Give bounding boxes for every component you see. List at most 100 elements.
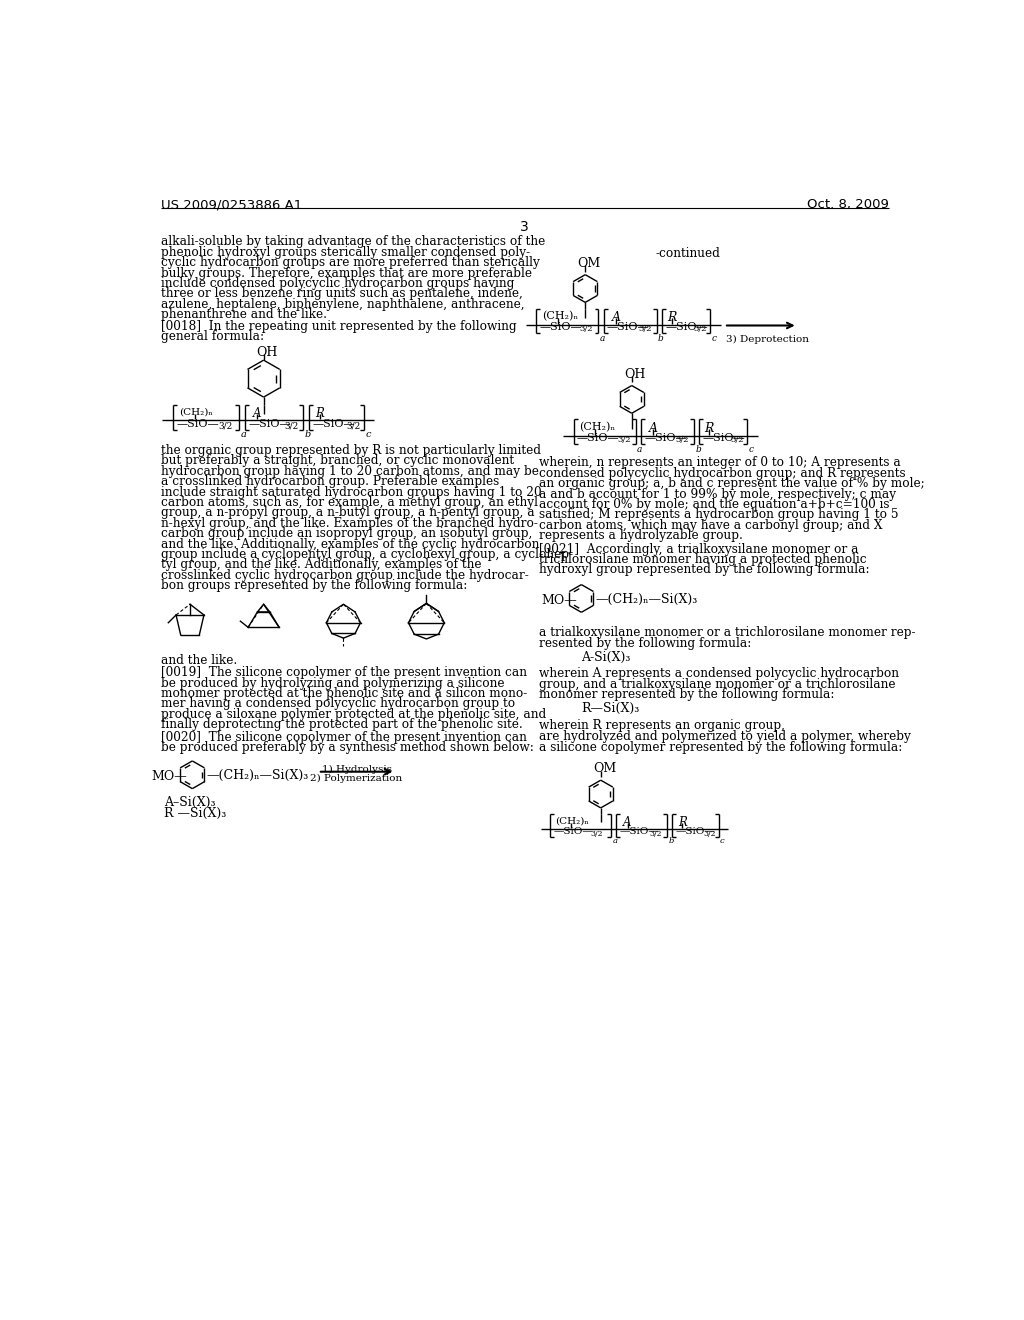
Text: finally deprotecting the protected part of the phenolic site.: finally deprotecting the protected part … [161, 718, 522, 731]
Text: phenolic hydroxyl groups sterically smaller condensed poly-: phenolic hydroxyl groups sterically smal… [161, 246, 529, 259]
Text: monomer represented by the following formula:: monomer represented by the following for… [539, 688, 835, 701]
Text: carbon atoms, such as, for example, a methyl group, an ethyl: carbon atoms, such as, for example, a me… [161, 496, 538, 510]
Text: include straight saturated hydrocarbon groups having 1 to 20: include straight saturated hydrocarbon g… [161, 486, 541, 499]
Text: a: a [612, 837, 617, 845]
Text: R —Si(X)₃: R —Si(X)₃ [165, 807, 226, 820]
Text: represents a hydrolyzable group.: represents a hydrolyzable group. [539, 529, 742, 543]
Text: OM: OM [578, 257, 601, 271]
Text: bon groups represented by the following formula:: bon groups represented by the following … [161, 579, 467, 593]
Text: satisfied; M represents a hydrocarbon group having 1 to 5: satisfied; M represents a hydrocarbon gr… [539, 508, 898, 521]
Text: —SiO—: —SiO— [577, 433, 620, 444]
Text: the organic group represented by R is not particularly limited: the organic group represented by R is no… [161, 444, 541, 457]
Text: —(CH₂)ₙ—Si(X)₃: —(CH₂)ₙ—Si(X)₃ [595, 593, 697, 606]
Text: hydrocarbon group having 1 to 20 carbon atoms, and may be: hydrocarbon group having 1 to 20 carbon … [161, 465, 539, 478]
Text: —SiO—: —SiO— [248, 418, 291, 429]
Text: be produced preferably by a synthesis method shown below:: be produced preferably by a synthesis me… [161, 742, 534, 754]
Text: A-Si(X)₃: A-Si(X)₃ [582, 651, 631, 664]
Text: a silicone copolymer represented by the following formula:: a silicone copolymer represented by the … [539, 741, 902, 754]
Text: 3/2: 3/2 [219, 422, 232, 430]
Text: c: c [720, 837, 725, 845]
Text: be produced by hydrolyzing and polymerizing a silicone: be produced by hydrolyzing and polymeriz… [161, 677, 504, 689]
Text: —SiO—: —SiO— [675, 828, 715, 836]
Text: but preferably a straight, branched, or cyclic monovalent: but preferably a straight, branched, or … [161, 454, 514, 467]
Text: cyclic hydrocarbon groups are more preferred than sterically: cyclic hydrocarbon groups are more prefe… [161, 256, 540, 269]
Text: wherein, n represents an integer of 0 to 10; A represents a: wherein, n represents an integer of 0 to… [539, 457, 900, 470]
Text: R: R [668, 312, 677, 323]
Text: group, a n-propyl group, a n-butyl group, a n-pentyl group, a: group, a n-propyl group, a n-butyl group… [161, 507, 535, 520]
Text: —SiO—: —SiO— [554, 828, 593, 836]
Text: Oct. 8, 2009: Oct. 8, 2009 [807, 198, 889, 211]
Text: wherein R represents an organic group,: wherein R represents an organic group, [539, 719, 784, 733]
Text: trichlorosilane monomer having a protected phenolic: trichlorosilane monomer having a protect… [539, 553, 866, 566]
Text: 3/2: 3/2 [649, 830, 663, 838]
Text: 3/2: 3/2 [617, 437, 631, 445]
Text: include condensed polycyclic hydrocarbon groups having: include condensed polycyclic hydrocarbon… [161, 277, 514, 290]
Text: 3/2: 3/2 [346, 422, 360, 430]
Text: R: R [315, 407, 325, 420]
Text: b: b [305, 430, 311, 440]
Text: 3/2: 3/2 [285, 422, 299, 430]
Text: -continued: -continued [655, 247, 720, 260]
Text: 3/2: 3/2 [675, 437, 689, 445]
Text: monomer protected at the phenolic site and a silicon mono-: monomer protected at the phenolic site a… [161, 686, 526, 700]
Text: [0021]  Accordingly, a trialkoxysilane monomer or a: [0021] Accordingly, a trialkoxysilane mo… [539, 543, 858, 556]
Text: [0018]  In the repeating unit represented by the following: [0018] In the repeating unit represented… [161, 321, 516, 333]
Text: account for 0% by mole; and the equation a+b+c=100 is: account for 0% by mole; and the equation… [539, 498, 889, 511]
Text: mer having a condensed polycyclic hydrocarbon group to: mer having a condensed polycyclic hydroc… [161, 697, 515, 710]
Text: b: b [658, 334, 664, 343]
Text: 3/2: 3/2 [730, 437, 743, 445]
Text: a: a [600, 334, 605, 343]
Text: condensed polycyclic hydrocarbon group; and R represents: condensed polycyclic hydrocarbon group; … [539, 467, 905, 479]
Text: general formula:: general formula: [161, 330, 263, 343]
Text: c: c [749, 445, 754, 454]
Text: alkali-soluble by taking advantage of the characteristics of the: alkali-soluble by taking advantage of th… [161, 235, 545, 248]
Text: an organic group; a, b and c represent the value of % by mole;: an organic group; a, b and c represent t… [539, 478, 925, 490]
Text: 3/2: 3/2 [580, 326, 593, 334]
Text: phenanthrene and the like.: phenanthrene and the like. [161, 308, 327, 321]
Text: 2) Polymerization: 2) Polymerization [310, 774, 402, 783]
Text: crosslinked cyclic hydrocarbon group include the hydrocar-: crosslinked cyclic hydrocarbon group inc… [161, 569, 528, 582]
Text: wherein A represents a condensed polycyclic hydrocarbon: wherein A represents a condensed polycyc… [539, 668, 899, 680]
Text: c: c [366, 430, 371, 440]
Text: OH: OH [624, 368, 645, 381]
Text: are hydrolyzed and polymerized to yield a polymer, whereby: are hydrolyzed and polymerized to yield … [539, 730, 910, 743]
Text: —SiO—: —SiO— [702, 433, 744, 444]
Text: A: A [253, 407, 261, 420]
Text: A–Si(X)₃: A–Si(X)₃ [165, 796, 216, 809]
Text: MO—: MO— [152, 770, 187, 783]
Text: carbon group include an isopropyl group, an isobutyl group,: carbon group include an isopropyl group,… [161, 527, 531, 540]
Text: 3/2: 3/2 [591, 830, 603, 838]
Text: R: R [678, 816, 687, 829]
Text: —SiO—: —SiO— [312, 418, 355, 429]
Text: c: c [712, 334, 717, 343]
Text: R: R [705, 422, 714, 434]
Text: resented by the following formula:: resented by the following formula: [539, 636, 752, 649]
Text: OH: OH [256, 346, 278, 359]
Text: hydroxyl group represented by the following formula:: hydroxyl group represented by the follow… [539, 564, 869, 577]
Text: group include a cyclopentyl group, a cyclohexyl group, a cyclohep-: group include a cyclopentyl group, a cyc… [161, 548, 572, 561]
Text: 1) Hydrolysis: 1) Hydrolysis [322, 764, 391, 774]
Text: R—Si(X)₃: R—Si(X)₃ [582, 702, 640, 715]
Text: (CH₂)ₙ: (CH₂)ₙ [579, 422, 615, 432]
Text: 3: 3 [520, 220, 529, 234]
Text: three or less benzene ring units such as pentalene, indene,: three or less benzene ring units such as… [161, 288, 522, 301]
Text: —SiO—: —SiO— [644, 433, 687, 444]
Text: OM: OM [593, 763, 616, 775]
Text: —(CH₂)ₙ—Si(X)₃: —(CH₂)ₙ—Si(X)₃ [206, 770, 308, 783]
Text: group, and a trialkoxysilane monomer or a trichlorosilane: group, and a trialkoxysilane monomer or … [539, 677, 895, 690]
Text: A: A [649, 422, 657, 434]
Text: produce a siloxane polymer protected at the phenolic site, and: produce a siloxane polymer protected at … [161, 708, 546, 721]
Text: and the like. Additionally, examples of the cyclic hydrocarbon: and the like. Additionally, examples of … [161, 537, 539, 550]
Text: —SiO—: —SiO— [665, 322, 708, 333]
Text: and the like.: and the like. [161, 653, 237, 667]
Text: (CH₂)ₙ: (CH₂)ₙ [542, 312, 579, 321]
Text: US 2009/0253886 A1: US 2009/0253886 A1 [161, 198, 302, 211]
Text: [0019]  The silicone copolymer of the present invention can: [0019] The silicone copolymer of the pre… [161, 667, 526, 680]
Text: tyl group, and the like. Additionally, examples of the: tyl group, and the like. Additionally, e… [161, 558, 481, 572]
Text: 3/2: 3/2 [638, 326, 651, 334]
Text: A: A [624, 816, 632, 829]
Text: (CH₂)ₙ: (CH₂)ₙ [555, 816, 589, 825]
Text: —SiO—: —SiO— [620, 828, 659, 836]
Text: [0020]  The silicone copolymer of the present invention can: [0020] The silicone copolymer of the pre… [161, 731, 526, 744]
Text: a: a [637, 445, 642, 454]
